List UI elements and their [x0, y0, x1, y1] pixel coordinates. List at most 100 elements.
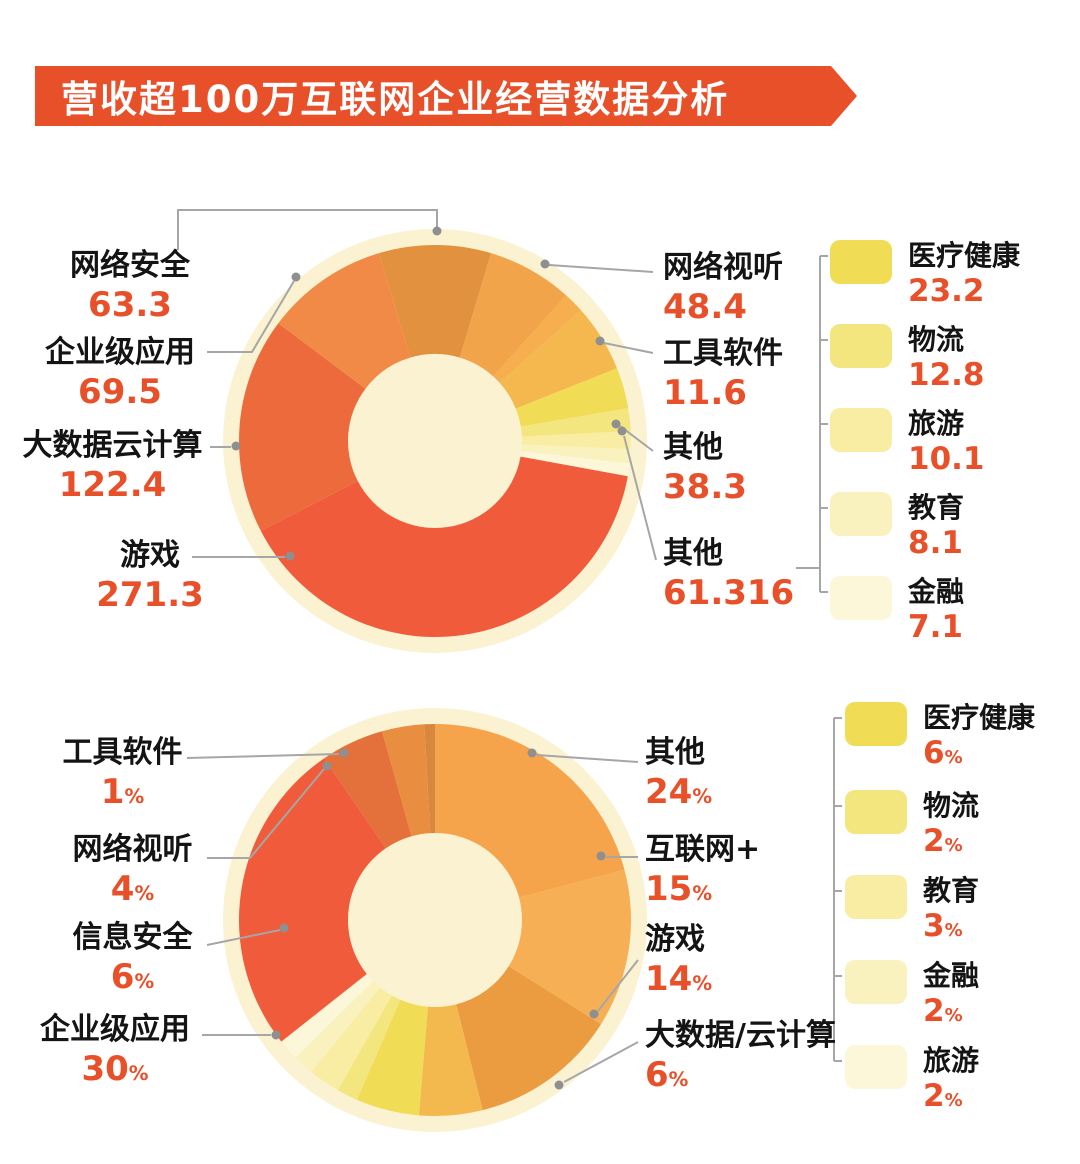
legend-label: 教育: [908, 491, 965, 524]
callout-online-av-2: 网络视听 4%: [60, 832, 205, 911]
callout-value: 63.3: [88, 285, 172, 325]
callout-tool-software-2: 工具软件 1%: [50, 735, 195, 814]
legend-chip-education: [830, 492, 892, 536]
legend-chip-travel-2: [845, 1045, 907, 1089]
leader-dot-info-security: [279, 923, 289, 933]
donut-segment-旅游: [521, 431, 632, 450]
percent-sign: %: [944, 1005, 963, 1026]
donut-segment-金融: [520, 451, 630, 477]
callout-label: 其他: [645, 735, 705, 770]
page-title: 营收超100万互联网企业经营数据分析: [61, 78, 730, 121]
leader-dot-other-2: [617, 426, 627, 436]
leader-line-info-security: [206, 929, 281, 946]
donut-segment-网络视听: [382, 724, 431, 837]
percent-sign: %: [692, 972, 713, 995]
callout-bigdata-cloud: 大数据云计算 122.4: [10, 428, 215, 507]
leader-line-network-security: [177, 209, 438, 250]
leader-dot-enterprise-apps-2: [271, 1030, 281, 1040]
donut-segments: [223, 708, 647, 1132]
callout-value: 6%: [110, 957, 155, 997]
leader-dot-games-2: [589, 1009, 599, 1019]
legend-value: 23.2: [908, 273, 985, 309]
callout-label: 游戏: [120, 538, 180, 573]
leader-line-other-2: [623, 435, 657, 561]
donut-segment-互联网+: [508, 869, 632, 1025]
callout-value: 271.3: [96, 575, 204, 615]
leader-line-online-av-2: [207, 768, 325, 859]
donut-segment-信息安全: [324, 731, 412, 849]
legend-value: 2%: [923, 823, 963, 859]
callout-enterprise-apps-2: 企业级应用 30%: [25, 1012, 205, 1091]
callout-label: 大数据云计算: [22, 428, 203, 463]
percent-sign: %: [944, 1090, 963, 1111]
leader-line-games-2: [597, 959, 639, 1012]
callout-label: 工具软件: [663, 336, 783, 371]
leader-line-bigdata-cloud-2: [563, 1041, 639, 1083]
callout-tool-software: 工具软件 11.6: [663, 336, 783, 415]
callout-games: 游戏 271.3: [75, 538, 225, 617]
donut-segment-工具软件: [493, 295, 581, 383]
legend-chip-travel: [830, 408, 892, 452]
percent-sign: %: [668, 1068, 689, 1091]
legend-chip-logistics: [830, 324, 892, 368]
callout-online-av: 网络视听 48.4: [663, 250, 783, 329]
legend-value: 7.1: [908, 609, 963, 645]
donut-segment-游戏: [260, 456, 628, 638]
legend-value: 12.8: [908, 357, 985, 393]
callout-internet-plus: 互联网+ 15%: [645, 832, 760, 911]
callout-value: 38.3: [663, 467, 747, 507]
leader-dot-bigdata-cloud-2: [554, 1080, 564, 1090]
callout-value: 61.316: [663, 573, 795, 613]
donut-segment-企业级应用: [278, 253, 411, 389]
legend-label: 物流: [908, 323, 965, 356]
legend-chip-health-2: [845, 702, 907, 746]
callout-value: 24%: [645, 772, 713, 812]
callout-label: 其他: [663, 430, 723, 465]
legend-label: 教育: [923, 874, 980, 907]
callout-value: 1%: [100, 772, 145, 812]
legend-chip-finance-2: [845, 960, 907, 1004]
legend-item-health: 医疗健康 23.2: [830, 238, 1020, 310]
callout-value: 11.6: [663, 373, 747, 413]
leader-line-enterprise-apps: [207, 280, 295, 353]
leader-dot-tool-software: [595, 336, 605, 346]
donut-segment-教育: [521, 444, 631, 464]
donut-segment-工具软件: [424, 724, 435, 834]
leader-dot-internet-plus: [596, 851, 606, 861]
legend-chip-health: [830, 240, 892, 284]
donut-segment-医疗健康: [515, 368, 629, 427]
donut-segment-其他: [435, 724, 625, 898]
donut-segment-网络视听: [459, 253, 567, 377]
legend-item-finance: 金融 7.1: [830, 574, 964, 646]
callout-value: 15%: [645, 869, 713, 909]
donut-segment-游戏: [456, 966, 602, 1111]
callout-label: 信息安全: [72, 920, 193, 955]
percent-sign: %: [692, 785, 713, 808]
leader-dot-enterprise-apps: [291, 272, 301, 282]
legend-item-travel-2: 旅游 2%: [845, 1043, 979, 1115]
donut-segment-物流: [337, 995, 401, 1100]
callout-other-3: 其他 24%: [645, 735, 712, 814]
legend-value: 8.1: [908, 525, 963, 561]
legend-value: 3%: [923, 908, 963, 944]
donut-chart-revenue: [177, 209, 828, 653]
callout-label: 工具软件: [62, 735, 183, 770]
title-banner: 营收超100万互联网企业经营数据分析: [35, 66, 857, 126]
legend-value: 10.1: [908, 441, 985, 477]
percent-sign: %: [134, 882, 155, 905]
leader-dot-other-1: [611, 419, 621, 429]
donut-segment-物流: [520, 408, 631, 437]
callout-network-security: 网络安全 63.3: [55, 248, 205, 327]
donut-segments: [223, 229, 647, 653]
leader-dot-games: [285, 551, 295, 561]
leader-line-tool-software: [603, 342, 654, 354]
callout-value: 6%: [645, 1055, 689, 1095]
donut-segment-教育: [311, 987, 392, 1091]
legend-item-travel: 旅游 10.1: [830, 406, 985, 478]
leader-dot-network-security: [432, 226, 442, 236]
callout-label: 网络视听: [663, 250, 783, 285]
leader-dot-tool-software-2: [339, 748, 349, 758]
legend-value: 2%: [923, 993, 963, 1029]
legend-label: 金融: [923, 959, 980, 992]
